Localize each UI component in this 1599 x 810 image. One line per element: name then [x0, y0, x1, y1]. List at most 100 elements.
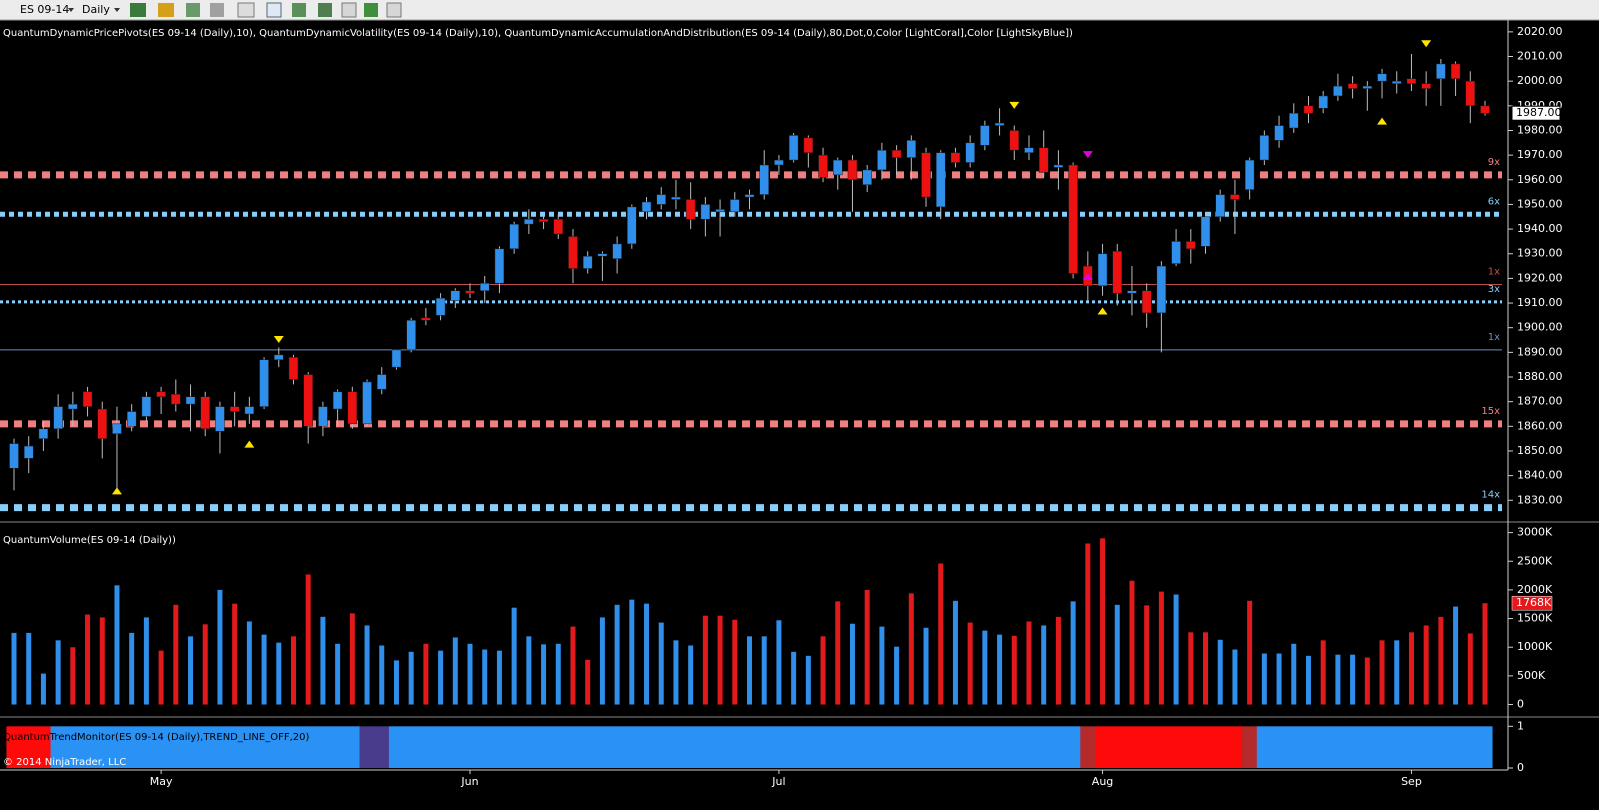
- candle-body: [788, 135, 799, 161]
- trend-bar: [594, 726, 610, 768]
- strategy-button[interactable]: [210, 3, 224, 17]
- volume-bar: [997, 634, 1003, 705]
- candle-body: [553, 218, 564, 235]
- candle-body: [891, 149, 902, 158]
- volume-bar: [658, 622, 664, 705]
- volume-bar: [1482, 603, 1488, 705]
- template-button[interactable]: [386, 2, 402, 18]
- tile-button[interactable]: [318, 3, 332, 17]
- volume-bar: [585, 659, 591, 705]
- volume-bar: [26, 632, 32, 705]
- volume-bar: [70, 647, 76, 705]
- candle-body: [1347, 83, 1358, 89]
- indicator-button[interactable]: [186, 3, 200, 17]
- y-tick-label: 3000K: [1517, 526, 1553, 539]
- pointer-button[interactable]: [237, 2, 255, 18]
- pivot-level-label: 6x: [1488, 196, 1500, 207]
- candle-body: [82, 391, 93, 407]
- dropdown-arrow[interactable]: [68, 8, 74, 12]
- candle-body: [259, 359, 269, 407]
- candle-body: [23, 445, 34, 459]
- order-button[interactable]: [364, 3, 378, 17]
- candle-body: [68, 403, 78, 410]
- y-tick-label: 2000.00: [1517, 74, 1563, 87]
- trend-bar: [212, 726, 228, 768]
- trend-bar: [79, 726, 96, 768]
- volume-bar: [629, 599, 635, 705]
- volume-bar: [1364, 657, 1370, 705]
- properties-button[interactable]: [292, 3, 306, 17]
- trend-bar: [918, 726, 934, 768]
- y-tick-label: 1910.00: [1517, 296, 1563, 309]
- draw-button[interactable]: [158, 3, 174, 17]
- instrument-selector[interactable]: ES 09-14: [20, 3, 69, 16]
- trend-bar: [344, 726, 360, 768]
- trend-bar: [388, 726, 405, 768]
- trend-bar: [330, 726, 346, 768]
- data-box-button[interactable]: [341, 2, 357, 18]
- candle-body: [347, 391, 358, 425]
- trend-bar: [359, 726, 375, 768]
- trend-bar: [668, 726, 684, 768]
- interval-selector[interactable]: Daily: [82, 3, 110, 16]
- volume-bar: [452, 637, 458, 705]
- x-tick-label: Aug: [1092, 775, 1113, 788]
- trend-bar: [477, 726, 493, 768]
- trend-bar: [1256, 726, 1272, 768]
- chart-style-button[interactable]: [130, 3, 146, 17]
- volume-bar: [1144, 605, 1150, 705]
- y-tick-label: 1970.00: [1517, 148, 1563, 161]
- candle-body: [318, 406, 328, 427]
- y-tick-label: 1870.00: [1517, 395, 1563, 408]
- candle-body: [1274, 125, 1284, 141]
- panel-title: QuantumDynamicPricePivots(ES 09-14 (Dail…: [3, 28, 1073, 39]
- candle-body: [406, 320, 416, 351]
- candle-body: [185, 396, 196, 405]
- trend-bar: [741, 726, 758, 768]
- volume-bar: [908, 593, 914, 705]
- candle-body: [803, 137, 814, 153]
- y-tick-label: 1920.00: [1517, 271, 1563, 284]
- pivot-marker: [244, 440, 255, 448]
- volume-bar: [820, 636, 826, 705]
- trend-bar: [1300, 726, 1317, 768]
- pivot-level-label: 15x: [1481, 406, 1500, 417]
- trend-bar: [903, 726, 919, 768]
- candle-body: [303, 374, 313, 427]
- candle-body: [921, 152, 931, 198]
- volume-bar: [923, 627, 929, 705]
- last-volume-label: 1768K: [1516, 596, 1552, 609]
- volume-bar: [261, 634, 267, 705]
- trend-bar: [844, 726, 861, 768]
- volume-bar: [1203, 632, 1209, 705]
- candle-body: [1480, 105, 1490, 114]
- pivot-marker: [1377, 117, 1388, 125]
- trend-bar: [756, 726, 772, 768]
- trend-bar: [1315, 726, 1331, 768]
- trend-bar: [447, 726, 463, 768]
- candle-body: [656, 194, 666, 205]
- volume-bar: [1350, 654, 1356, 705]
- zoom-button[interactable]: [266, 2, 282, 18]
- candle-body: [1421, 83, 1431, 89]
- y-tick-label: 0: [1517, 698, 1524, 711]
- volume-bar: [526, 636, 532, 705]
- trend-bar: [50, 726, 66, 768]
- y-tick-label: 1960.00: [1517, 173, 1563, 186]
- y-tick-label: 1880.00: [1517, 370, 1563, 383]
- volume-bar: [114, 585, 120, 705]
- trend-bar: [65, 726, 81, 768]
- volume-bar: [1173, 594, 1179, 705]
- dropdown-arrow[interactable]: [114, 8, 120, 12]
- volume-bar: [1320, 640, 1326, 705]
- candle-body: [877, 149, 887, 171]
- volume-bar: [1217, 639, 1223, 705]
- trend-bar: [1065, 726, 1081, 768]
- volume-bar: [1041, 625, 1047, 705]
- candle-body: [479, 283, 490, 291]
- candle-body: [332, 391, 343, 410]
- trend-bar: [580, 726, 596, 768]
- volume-bar: [305, 574, 311, 705]
- volume-bar: [143, 617, 149, 705]
- volume-bar: [1291, 643, 1297, 705]
